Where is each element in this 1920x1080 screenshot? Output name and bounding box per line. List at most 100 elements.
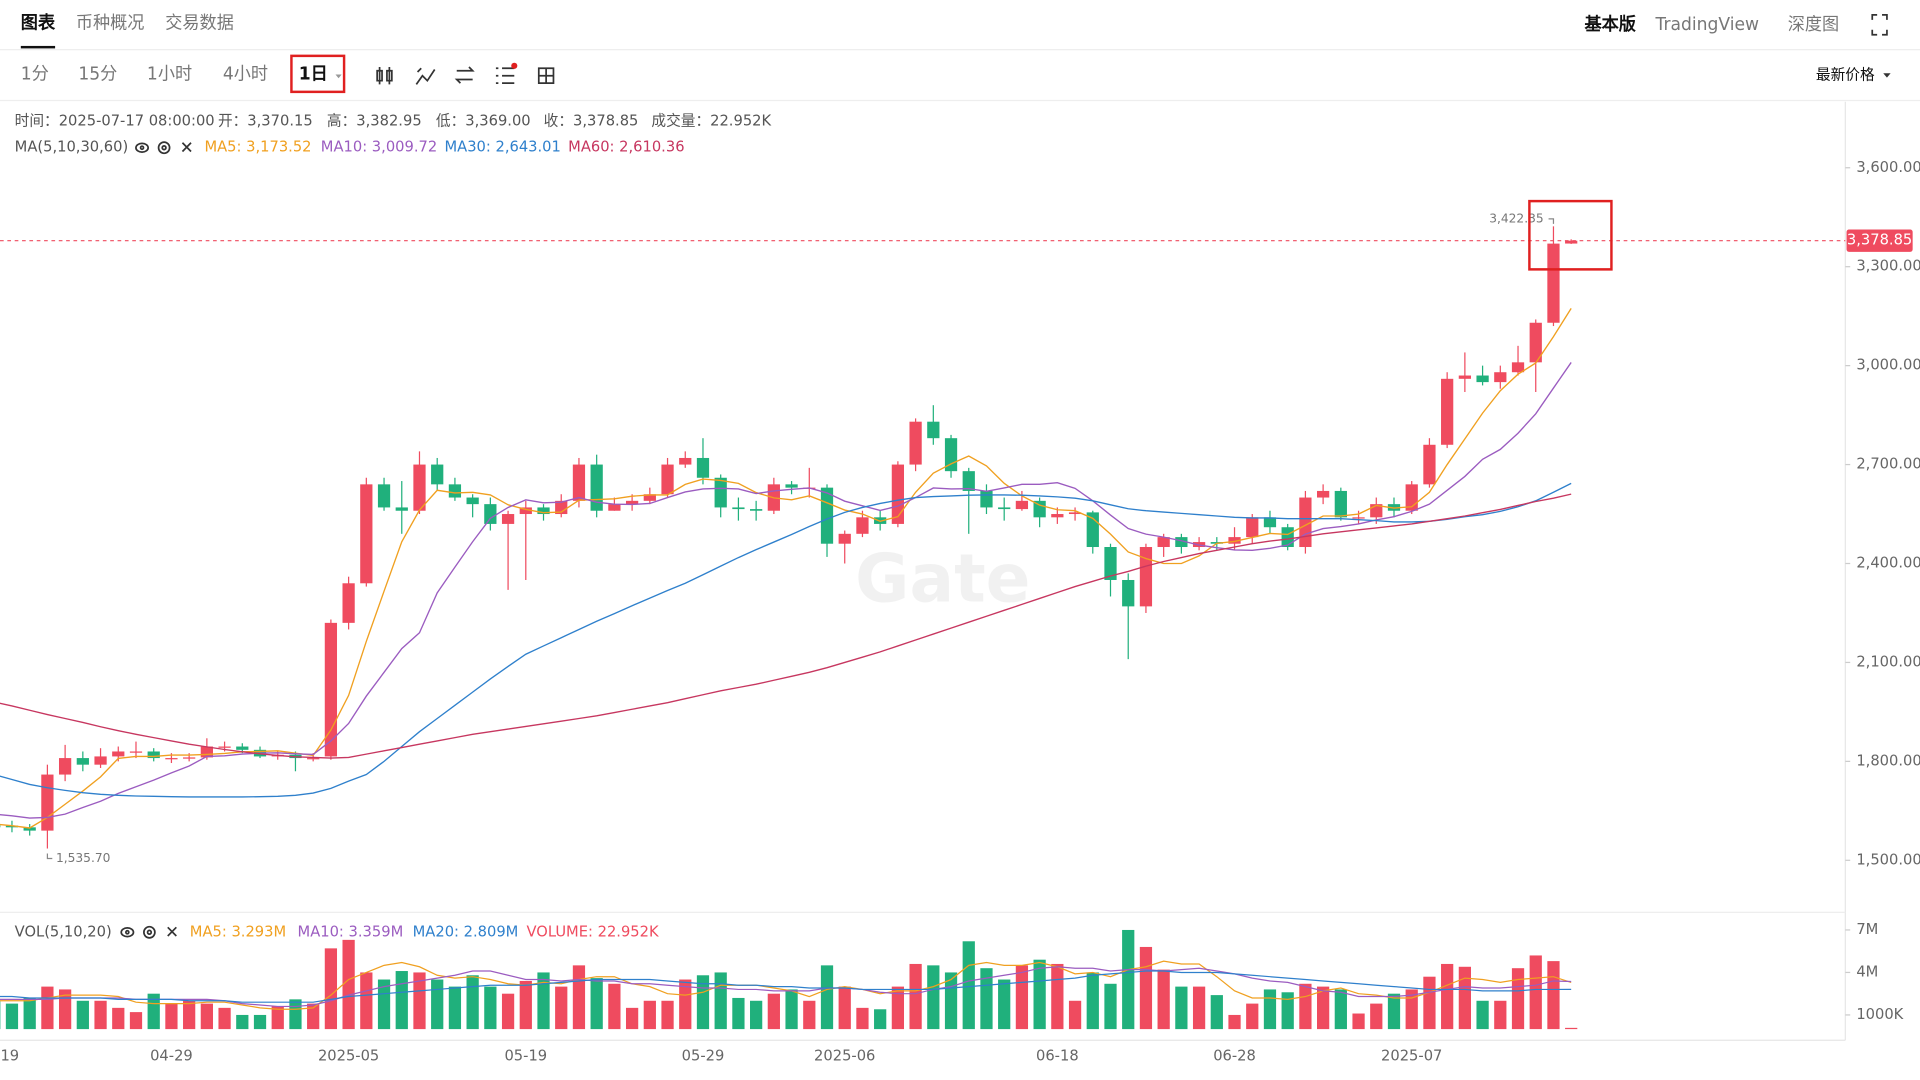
volume-bar	[307, 1003, 320, 1030]
volume-bar	[466, 975, 479, 1030]
legend-controls[interactable]	[120, 141, 192, 939]
candle-body	[307, 758, 320, 760]
volume-bar	[679, 979, 692, 1030]
volume-bar	[980, 968, 993, 1030]
volume-bar	[1387, 993, 1401, 1030]
tab[interactable]: 图表	[21, 13, 56, 34]
volume-bar	[165, 1003, 178, 1030]
candle-body	[218, 746, 231, 748]
x-tick-label: 06-28	[1213, 1047, 1256, 1064]
price-type-select[interactable]: 最新价格	[1816, 67, 1875, 84]
interval-button[interactable]: 1小时	[147, 64, 192, 84]
info-text: 开：3,370.15	[218, 113, 313, 130]
legend-title: MA(5,10,30,60)	[15, 139, 129, 156]
y-tick-label: 1,800.00	[1856, 752, 1920, 769]
volume-bar	[1441, 963, 1454, 1030]
candle-body	[962, 471, 975, 491]
watermark: Gate	[855, 539, 1030, 618]
dropdown-arrow	[335, 74, 342, 79]
candle-body	[1423, 444, 1436, 485]
volume-bar	[696, 975, 710, 1030]
info-bar: 时间：2025-07-17 08:00:00 开：3,370.15 高：3,382.…	[15, 112, 772, 130]
volume-bar	[200, 1003, 213, 1030]
volume-bar	[1157, 969, 1170, 1030]
settings-list-icon[interactable]	[495, 67, 515, 85]
tab[interactable]: 币种概况	[76, 14, 145, 34]
y-tick-label: 4M	[1856, 963, 1878, 980]
compare-icon[interactable]	[454, 66, 475, 84]
y-tick-label: 3,300.00	[1856, 258, 1920, 275]
volume-bar	[1015, 965, 1029, 1030]
highlight-box	[290, 54, 346, 94]
ma-line	[0, 362, 1572, 819]
info-text: 收：3,378.85	[544, 113, 639, 130]
indicator-icon[interactable]	[415, 67, 436, 85]
candle-body	[1051, 514, 1064, 518]
candle-body	[1299, 497, 1312, 548]
candle-body	[927, 421, 940, 439]
volume-bar	[377, 979, 391, 1030]
volume-bar	[1370, 1003, 1383, 1030]
volume-bar	[643, 1000, 656, 1030]
volume-bar	[448, 986, 462, 1030]
candle-body	[891, 464, 905, 524]
candle-body	[1565, 240, 1578, 244]
x-tick-label: 05-19	[504, 1047, 547, 1064]
candle-body	[1228, 537, 1241, 544]
interval-button[interactable]: 4小时	[223, 64, 268, 84]
layout-icon[interactable]	[537, 67, 555, 85]
candle-body	[501, 514, 515, 524]
view-link[interactable]: 深度图	[1788, 15, 1839, 35]
fullscreen-icon[interactable]	[1871, 14, 1888, 36]
legend-entry: MA5: 3,173.52	[204, 139, 311, 156]
view-link[interactable]: 基本版	[1583, 14, 1636, 35]
volume-bar	[1529, 955, 1542, 1030]
volume-bar	[501, 993, 515, 1030]
volume-ma-line	[0, 966, 1572, 1008]
candle-body	[909, 421, 922, 465]
y-tick-label: 1,500.00	[1856, 851, 1920, 868]
volume-bar	[572, 965, 586, 1030]
volume-bar	[1494, 1000, 1507, 1030]
interval-button[interactable]: 1日	[299, 64, 328, 84]
volume-bar	[891, 986, 905, 1030]
candle-body	[643, 494, 656, 501]
volume-bar	[962, 941, 975, 1030]
volume-bar	[112, 1007, 125, 1030]
candle-body	[1122, 579, 1135, 607]
low-label: 1,535.70	[56, 851, 111, 865]
tab[interactable]: 交易数据	[165, 14, 234, 34]
volume-bar	[1317, 986, 1330, 1030]
candle-type-icon[interactable]	[376, 67, 393, 85]
volume-bar	[714, 972, 727, 1030]
view-link[interactable]: TradingView	[1655, 15, 1760, 35]
candle-body	[980, 490, 993, 508]
info-text: 低：3,369.00	[436, 113, 531, 130]
notice-dot	[511, 62, 518, 69]
volume-ma-line	[0, 970, 1572, 1003]
volume-bar	[1405, 989, 1418, 1030]
volume-bar	[218, 1007, 231, 1030]
volume-bar	[413, 972, 426, 1030]
y-tick-label: 3,600.00	[1856, 159, 1920, 176]
interval-button[interactable]: 15分	[78, 64, 117, 84]
last-price-tag	[1846, 229, 1913, 252]
candle-body	[236, 746, 249, 750]
volume-bar	[1565, 1027, 1578, 1030]
volume-bar	[909, 963, 922, 1030]
x-tick-label: 2025-06	[814, 1047, 875, 1064]
y-tick-label: 2,400.00	[1856, 554, 1920, 571]
candle-body	[1033, 500, 1046, 518]
candle-body	[1068, 512, 1082, 515]
volume-bar	[1175, 986, 1188, 1030]
candle-body	[590, 464, 603, 511]
legend-entry: MA10: 3,009.72	[321, 139, 437, 156]
candle-body	[41, 774, 54, 831]
volume-bar	[856, 1007, 869, 1030]
interval-button[interactable]: 1分	[21, 64, 49, 84]
volume-bar	[1476, 1000, 1489, 1030]
volume-bar	[767, 993, 780, 1030]
x-tick-label: 06-18	[1036, 1047, 1079, 1064]
volume-bar	[1033, 959, 1046, 1030]
